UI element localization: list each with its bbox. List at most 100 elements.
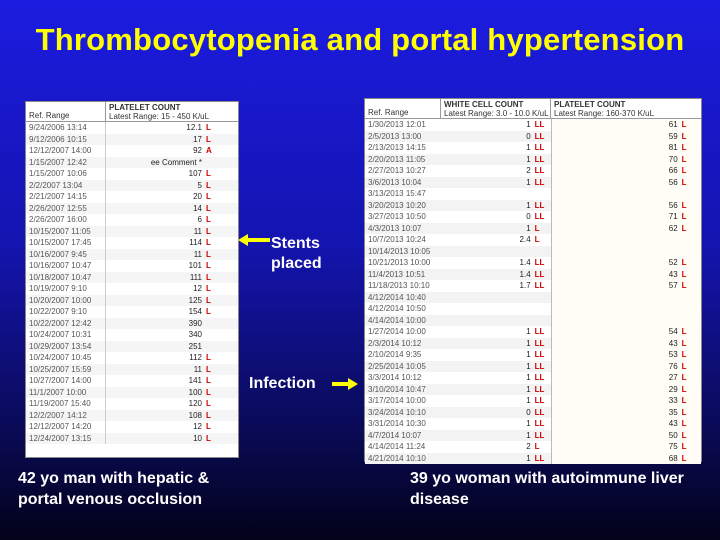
right-lab-table: Ref. Range WHITE CELL COUNT Latest Range… (364, 98, 702, 464)
flag-badge: L (681, 212, 687, 221)
table-row: 10/24/2007 10:45 112 L (26, 352, 238, 364)
flag-badge: LL (534, 281, 545, 290)
flag-badge (533, 292, 551, 304)
wbc-header: WHITE CELL COUNT Latest Range: 3.0 - 10.… (441, 99, 551, 118)
table-row: 3/24/2014 10:10 0 LL 35 L (365, 406, 701, 418)
platelet-value: 43 (668, 269, 678, 279)
flag-badge: L (681, 338, 687, 348)
wbc-cell: 0 LL (441, 130, 552, 142)
platelet-value: 59 (668, 131, 678, 141)
platelet-value: 52 (668, 258, 678, 267)
wbc-value: 0 (526, 212, 531, 221)
flag-badge: LL (534, 396, 545, 405)
platelet-value (552, 292, 680, 304)
row-date: 10/15/2007 11:05 (26, 225, 106, 237)
table-row: 3/20/2013 10:20 1 LL 56 L (365, 199, 701, 211)
flag-badge: L (206, 353, 211, 362)
row-date: 3/24/2014 10:10 (368, 407, 426, 417)
platelet-value: 120 (188, 399, 202, 408)
platelet-cell: 35 L (551, 406, 701, 418)
row-date: 1/27/2014 10:00 (368, 327, 426, 336)
flag-badge: L (206, 215, 211, 224)
flag-badge (204, 341, 224, 353)
wbc-cell: 1 LL (441, 142, 552, 154)
platelet-value: 61 (668, 120, 678, 129)
flag-badge: L (681, 442, 687, 451)
platelet-range: Latest Range: 160-370 K/uL (554, 109, 655, 118)
row-date: 10/16/2007 9:45 (26, 248, 106, 260)
right-caption: 39 yo woman with autoimmune liver diseas… (410, 470, 684, 508)
flag-badge: LL (534, 407, 545, 417)
row-date: 3/13/2013 15:47 (368, 189, 426, 198)
platelet-value: 10 (193, 433, 202, 443)
platelet-value: 43 (668, 419, 678, 428)
flag-badge (680, 292, 700, 304)
row-date: 2/20/2013 11:05 (368, 154, 426, 164)
table-row: 4/12/2014 10:50 (365, 303, 701, 315)
flag-badge: LL (534, 212, 545, 221)
table-row: 2/10/2014 9:35 1 LL 53 L (365, 349, 701, 361)
platelet-value: 54 (668, 327, 678, 336)
flag-badge: L (206, 123, 211, 132)
row-date: 10/22/2007 9:10 (26, 306, 106, 318)
flag-badge: L (681, 131, 687, 141)
table-row: 4/7/2014 10:07 1 LL 50 L (365, 429, 701, 441)
row-date: 12/12/2007 14:20 (26, 421, 106, 433)
platelet-value (552, 303, 680, 315)
table-row: 4/14/2014 10:00 (365, 314, 701, 327)
wbc-cell: 0 LL (441, 406, 552, 418)
flag-badge: L (681, 166, 687, 175)
table-row: 4/12/2014 10:40 (365, 291, 701, 304)
table-row: 10/24/2007 10:31 340 (26, 329, 238, 341)
wbc-cell: 1 LL (441, 326, 552, 338)
platelet-cell: 50 L (551, 429, 701, 441)
table-row: 12/2/2007 14:12 108 L (26, 409, 238, 421)
ref-range-header: Ref. Range (365, 99, 441, 118)
row-date: 4/3/2013 10:07 (368, 223, 422, 233)
platelet-value: 62 (668, 223, 678, 233)
platelet-value (552, 246, 680, 258)
right-table-rows: 1/30/2013 12:01 1 LL 61 L 2/5/2013 13:00 0 LL 59… (365, 119, 701, 464)
platelet-value: 12 (193, 284, 202, 293)
wbc-value: 1 (526, 120, 531, 129)
table-row: 1/15/2007 12:42 ee Comment * (26, 156, 238, 168)
table-row: 1/30/2013 12:01 1 LL 61 L (365, 119, 701, 131)
flag-badge (680, 315, 700, 327)
flag-badge: L (206, 387, 211, 397)
flag-badge (533, 315, 551, 327)
platelet-cell: 56 L (551, 199, 701, 211)
platelet-value (552, 188, 680, 200)
flag-badge: LL (534, 120, 545, 129)
flag-badge (680, 246, 700, 258)
wbc-value: 1 (526, 200, 531, 210)
platelet-value: 43 (668, 338, 678, 348)
row-date: 4/14/2014 11:24 (368, 442, 426, 451)
platelet-value: 111 (189, 272, 202, 282)
table-row: 2/3/2014 10:12 1 LL 43 L (365, 337, 701, 349)
wbc-value (441, 303, 533, 315)
platelet-value: 154 (188, 307, 202, 316)
flag-badge: L (206, 192, 211, 201)
wbc-value: 1 (526, 361, 531, 371)
row-date: 4/12/2014 10:50 (368, 304, 426, 313)
row-date: 2/25/2014 10:05 (368, 361, 426, 371)
flag-badge: L (681, 200, 687, 210)
table-row: 2/26/2007 12:55 14 L (26, 202, 238, 214)
infection-arrow-icon (332, 378, 358, 390)
platelet-title: PLATELET COUNT (554, 100, 626, 109)
row-date: 2/26/2007 16:00 (26, 214, 106, 226)
flag-badge: L (206, 295, 211, 305)
row-date: 10/24/2007 10:45 (26, 352, 106, 364)
wbc-value: 1 (526, 453, 531, 463)
table-row: 2/21/2007 14:15 20 L (26, 191, 238, 203)
table-row: 2/27/2013 10:27 2 LL 66 L (365, 165, 701, 177)
row-date: 1/15/2007 12:42 (26, 156, 106, 168)
flag-badge: LL (534, 361, 545, 371)
flag-badge: L (681, 177, 687, 187)
row-date: 4/14/2014 10:00 (368, 315, 426, 325)
wbc-value: 1 (526, 419, 531, 428)
wbc-value: 0 (526, 407, 531, 417)
row-date: 10/20/2007 10:00 (26, 294, 106, 306)
table-row: 3/17/2014 10:00 1 LL 33 L (365, 395, 701, 407)
